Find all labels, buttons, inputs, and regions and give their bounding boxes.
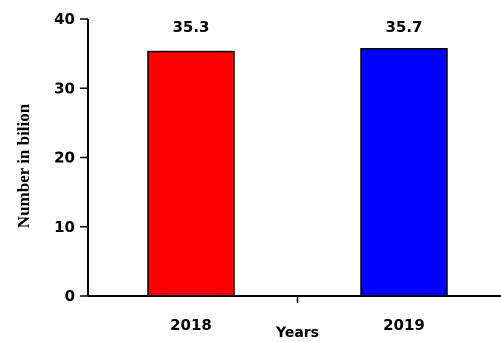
y-tick-label: 40: [54, 10, 75, 28]
data-label-2019: 35.7: [385, 18, 422, 36]
data-labels: 35.3 35.7: [172, 18, 422, 36]
bar-2019: [360, 48, 448, 297]
data-label-2018: 35.3: [172, 18, 209, 36]
y-axis-label: Number in bilion: [14, 103, 33, 228]
x-category-label: 2019: [383, 316, 425, 334]
category-labels: 2018 2019: [170, 316, 425, 334]
y-tick-label: 30: [54, 79, 75, 97]
y-tick-label: 0: [65, 287, 75, 305]
x-category-label: 2018: [170, 316, 212, 334]
y-axis-ticks: 0 10 20 30 40: [54, 10, 88, 305]
y-tick-label: 10: [54, 218, 75, 236]
bars: [147, 48, 448, 297]
y-tick-label: 20: [54, 149, 75, 167]
x-axis-label: Years: [275, 325, 319, 341]
bar-2018: [147, 50, 235, 297]
